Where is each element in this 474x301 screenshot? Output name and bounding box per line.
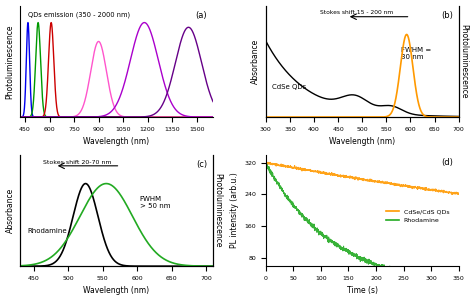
Text: (d): (d) [441,158,453,167]
Y-axis label: Photoluminescence: Photoluminescence [214,173,223,248]
Y-axis label: Photoluminescence: Photoluminescence [6,24,15,98]
Text: (c): (c) [196,160,207,169]
Text: Stokes shift 20-70 nm: Stokes shift 20-70 nm [43,160,112,165]
Y-axis label: PL intensity (arb.u.): PL intensity (arb.u.) [230,172,239,248]
Text: FWHM =
30 nm: FWHM = 30 nm [401,47,431,60]
Text: CdSe QDs: CdSe QDs [272,84,306,90]
Text: QDs emission (350 - 2000 nm): QDs emission (350 - 2000 nm) [28,11,130,18]
Legend: CdSe/CdS QDs, Rhodamine: CdSe/CdS QDs, Rhodamine [383,206,452,225]
X-axis label: Wavelength (nm): Wavelength (nm) [83,137,150,146]
Y-axis label: Photoluminescence: Photoluminescence [459,24,468,98]
X-axis label: Wavelength (nm): Wavelength (nm) [83,287,150,296]
Y-axis label: Absorbance: Absorbance [6,188,15,233]
Text: (a): (a) [196,11,207,20]
Text: Stokes shift 15 - 200 nm: Stokes shift 15 - 200 nm [320,11,393,15]
Text: (b): (b) [441,11,453,20]
X-axis label: Wavelength (nm): Wavelength (nm) [329,137,395,146]
Y-axis label: Absorbance: Absorbance [251,39,260,84]
Text: FWHM
> 50 nm: FWHM > 50 nm [140,196,170,209]
X-axis label: Time (s): Time (s) [347,287,378,296]
Text: Rhodamine: Rhodamine [28,228,67,234]
